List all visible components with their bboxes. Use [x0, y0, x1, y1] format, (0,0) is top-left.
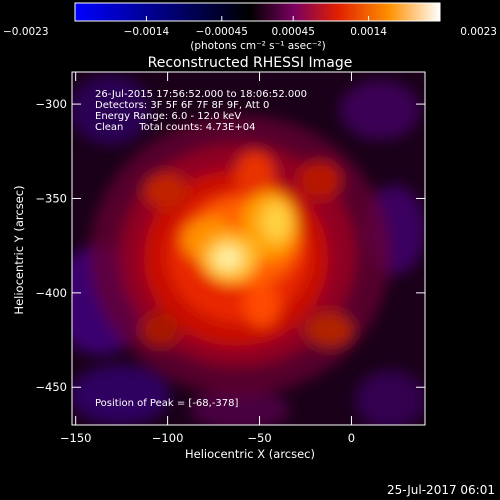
footer-timestamp: 25-Jul-2017 06:01: [387, 483, 495, 497]
colorbar-tick-label: 0.00045: [271, 26, 314, 38]
chart-title: Reconstructed RHESSI Image: [148, 55, 353, 71]
y-axis-ticks: −300 −350 −400 −450: [35, 97, 425, 394]
annotation-energy-range: Energy Range: 6.0 - 12.0 keV: [95, 111, 241, 122]
y-tick-label: −400: [35, 286, 67, 300]
colorbar-ticks: −0.0023 −0.0014 −0.00045 0.00045 0.0014 0.002…: [3, 16, 497, 38]
colorbar: [74, 2, 441, 22]
annotation-time-range: 26-Jul-2015 17:56:52.000 to 18:06:52.000: [95, 89, 307, 100]
heatmap-image: [72, 72, 425, 425]
annotation-clean-counts: Clean Total counts: 4.73E+04: [95, 122, 255, 133]
y-tick-label: −300: [35, 97, 67, 111]
y-tick-label: −450: [35, 380, 67, 394]
x-axis-label: Heliocentric X (arcsec): [185, 447, 315, 461]
y-axis-label: Heliocentric Y (arcsec): [12, 185, 26, 314]
x-tick-label: −50: [247, 431, 271, 445]
annotation-detectors: Detectors: 3F 5F 6F 7F 8F 9F, Att 0: [95, 100, 269, 111]
x-tick-label: −100: [152, 431, 184, 445]
colorbar-tick-label: 0.0023: [460, 26, 497, 38]
colorbar-tick-label: −0.0023: [3, 26, 49, 38]
x-tick-label: −150: [60, 431, 92, 445]
peak-position-label: Position of Peak = [-68,-378]: [95, 398, 239, 409]
x-axis-ticks: −150 −100 −50 0: [60, 72, 355, 445]
plot-frame: [71, 71, 426, 426]
x-tick-label: 0: [348, 431, 355, 445]
annotation-block: 26-Jul-2015 17:56:52.000 to 18:06:52.000…: [95, 89, 307, 133]
colorbar-tick-label: 0.0014: [350, 26, 387, 38]
colorbar-tick-label: −0.00045: [196, 26, 248, 38]
y-tick-label: −350: [35, 191, 67, 205]
colorbar-tick-label: −0.0014: [124, 26, 170, 38]
colorbar-unit-label: (photons cm⁻² s⁻¹ asec⁻²): [190, 40, 325, 52]
